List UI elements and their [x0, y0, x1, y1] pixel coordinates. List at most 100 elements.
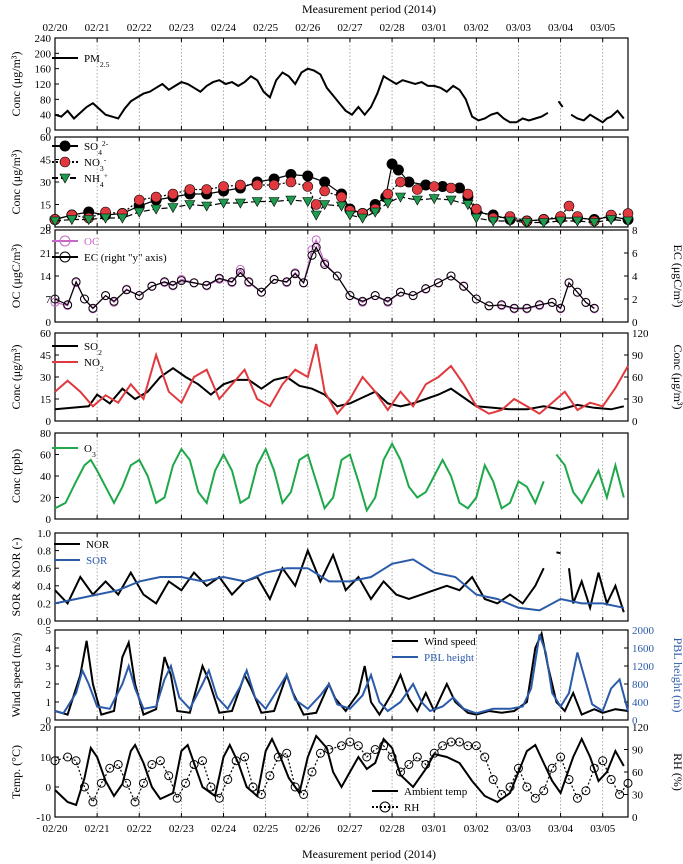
data-point-marker [564, 775, 574, 784]
legend-label: O3 [84, 443, 96, 459]
data-point-marker [150, 191, 162, 203]
right-y-axis-label: EC (μgC/m³) [671, 244, 683, 307]
data-point-marker [96, 778, 106, 788]
panel-frame [54, 532, 629, 622]
legend-label: Ambient temp [404, 786, 468, 798]
data-point-marker [282, 277, 292, 287]
data-point-marker [101, 291, 111, 301]
data-point-marker [547, 297, 557, 307]
y-tick-label: 80 [40, 94, 52, 106]
right-y-tick-label: 1200 [632, 661, 655, 673]
legend-marker [59, 173, 71, 184]
data-point-marker [206, 782, 216, 792]
top-x-tick-label: 02/22 [127, 22, 152, 34]
data-point-marker [488, 775, 498, 784]
data-point-marker [197, 756, 207, 766]
bottom-x-tick-label: 02/20 [42, 823, 68, 835]
series-line-no2 [54, 343, 629, 416]
data-point-marker [311, 242, 321, 252]
y-tick-label: 5 [46, 625, 52, 637]
data-point-marker [116, 213, 128, 224]
right-y-tick-label: 6 [632, 248, 638, 260]
data-point-marker [315, 748, 325, 758]
bottom-x-tick-label: 03/04 [548, 823, 574, 835]
data-point-marker [358, 296, 368, 306]
y-tick-label: 60 [40, 450, 52, 462]
data-point-marker [470, 213, 482, 224]
series-line-nor [54, 547, 545, 606]
y-tick-label: 15 [40, 394, 52, 406]
y-tick-label: 40 [40, 110, 52, 122]
legend-pm25: PM2.5 [52, 53, 110, 69]
y-tick-label: 0 [46, 715, 52, 727]
right-y-tick-label: 30 [632, 394, 644, 406]
data-point-marker [487, 216, 499, 227]
data-point-marker [370, 745, 380, 754]
panel-ozone: 0 20 40 60 80 Conc (ppb) O3 [9, 428, 629, 526]
legend-label: NO3- [84, 155, 107, 173]
right-y-tick-label: 90 [632, 350, 644, 362]
data-point-marker [538, 218, 550, 229]
panel-ions: 0 15 30 45 60 Conc (μg/m³) SO42-NO3-NH4+ [9, 132, 634, 234]
y-tick-label: 0 [46, 222, 52, 234]
y-tick-label: 0 [46, 514, 52, 526]
y-axis-label: Wind speed (m/s) [9, 633, 23, 718]
data-point-marker [433, 278, 443, 288]
legend-label: NOR [86, 539, 110, 551]
data-point-marker [282, 748, 292, 758]
data-point-marker [530, 793, 540, 803]
data-point-marker [392, 164, 404, 176]
y-tick-label: 30 [40, 372, 52, 384]
data-point-marker [353, 741, 363, 751]
data-point-marker [248, 782, 258, 792]
data-point-marker [438, 741, 448, 751]
top-x-tick-label: 02/23 [169, 22, 195, 34]
data-point-marker [189, 760, 199, 769]
y-tick-label: 60 [40, 328, 52, 340]
top-x-tick-label: 03/02 [464, 22, 489, 34]
data-point-marker [429, 748, 439, 758]
data-point-marker [240, 752, 250, 762]
data-point-marker [421, 284, 431, 294]
right-y-tick-label: 30 [632, 790, 644, 802]
data-point-marker [462, 188, 474, 200]
right-y-axis-label: Conc (μg/m³) [671, 344, 683, 409]
right-y-tick-label: 0 [632, 715, 638, 727]
y-tick-label: 45 [40, 155, 52, 167]
data-point-marker [105, 763, 115, 773]
data-point-marker [167, 203, 179, 214]
data-point-marker [235, 268, 245, 278]
right-y-tick-label: 8 [632, 225, 638, 237]
data-point-marker [201, 201, 213, 212]
y-tick-label: 1.0 [37, 528, 51, 540]
data-point-marker [504, 216, 516, 227]
data-point-marker [88, 303, 98, 313]
data-point-marker [382, 198, 394, 209]
panel-frame [54, 726, 629, 818]
data-point-marker [268, 197, 280, 208]
data-point-marker [113, 760, 123, 769]
data-point-marker [290, 782, 300, 792]
data-point-marker [521, 218, 533, 229]
legend-temp_rh: Ambient temp RH [372, 786, 468, 814]
y-tick-label: 0 [46, 782, 52, 794]
data-point-marker [344, 210, 356, 221]
data-point-marker [623, 778, 633, 788]
data-point-marker [310, 199, 322, 210]
y-tick-label: 20 [40, 722, 52, 734]
data-point-marker [335, 201, 348, 212]
y-tick-label: 0.0 [37, 616, 51, 628]
data-point-marker [462, 200, 474, 211]
data-point-marker [133, 194, 145, 206]
y-axis-label: SOR & NOR (-) [9, 537, 23, 616]
legend-marker [59, 251, 71, 263]
data-point-marker [588, 218, 600, 229]
data-point-marker [251, 197, 263, 208]
data-point-marker [395, 287, 405, 297]
data-point-marker [445, 195, 457, 206]
data-point-marker [445, 182, 457, 194]
series-line-pm2-5 [54, 67, 549, 124]
data-point-marker [299, 278, 309, 288]
data-point-marker [202, 280, 212, 290]
data-point-marker [155, 756, 165, 766]
